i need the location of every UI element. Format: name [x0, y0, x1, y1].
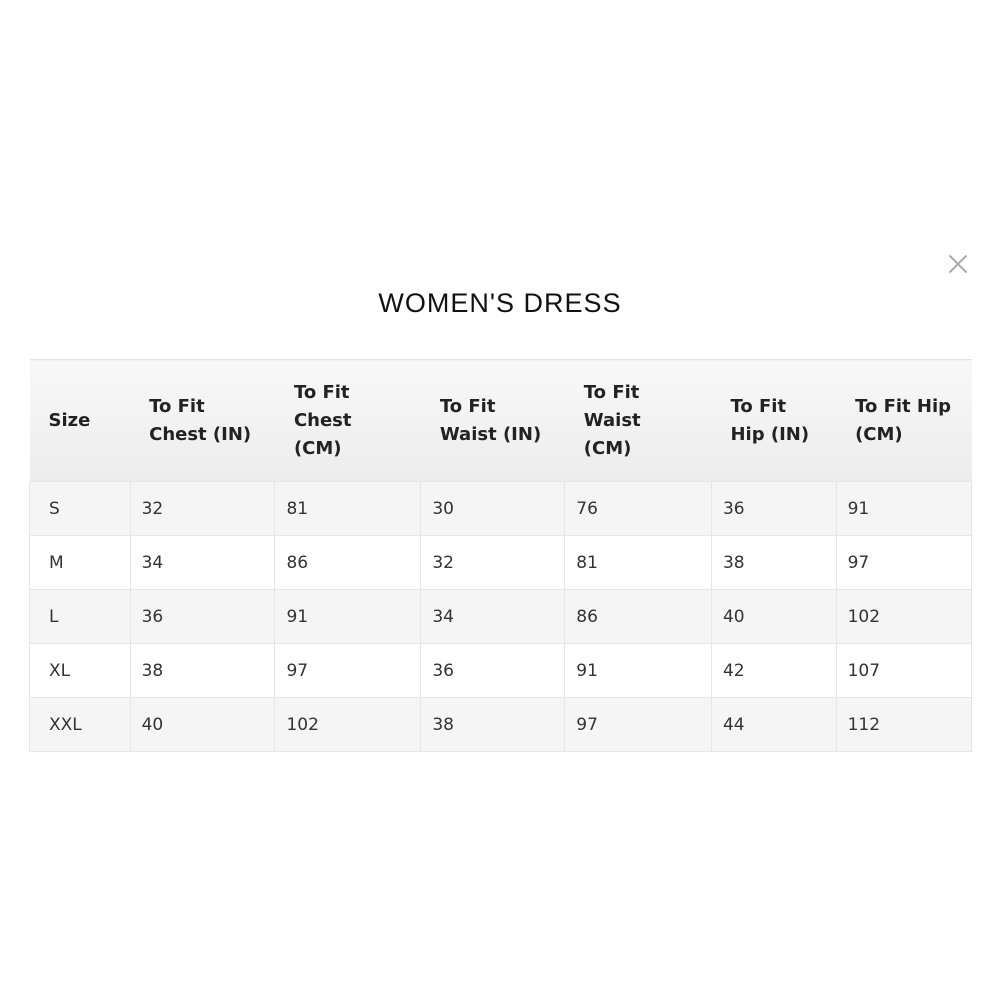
table-cell: 86: [274, 535, 422, 590]
column-header: To Fit Waist (CM): [564, 359, 712, 482]
table-cell: 36: [710, 481, 837, 536]
table-cell: 91: [564, 643, 712, 698]
table-cell: 97: [835, 535, 973, 590]
table-cell: 107: [835, 643, 973, 698]
table-cell: 102: [835, 589, 973, 644]
table-cell: M: [29, 535, 131, 590]
table-cell: 91: [274, 589, 422, 644]
column-header: To Fit Chest (IN): [130, 359, 275, 482]
table-cell: XXL: [29, 697, 131, 752]
column-header: Size: [29, 359, 131, 482]
table-cell: 97: [274, 643, 422, 698]
table-cell: S: [29, 481, 131, 536]
table-cell: 36: [129, 589, 276, 644]
table-cell: 34: [420, 589, 566, 644]
table-row: XXL 40 102 38 97 44 112: [29, 697, 973, 752]
table-cell: 34: [129, 535, 276, 590]
table-cell: 38: [129, 643, 276, 698]
table-cell: 81: [564, 535, 712, 590]
page-title: WOMEN'S DRESS: [378, 288, 622, 318]
table-cell: 97: [564, 697, 712, 752]
table-cell: 30: [420, 481, 566, 536]
column-header: To Fit Hip (CM): [836, 359, 972, 482]
table-cell: 36: [420, 643, 566, 698]
table-cell: 76: [564, 481, 712, 536]
table-cell: 91: [835, 481, 973, 536]
table-header-row: Size To Fit Chest (IN) To Fit Chest (CM) To…: [29, 359, 972, 482]
table-cell: 32: [420, 535, 566, 590]
table-cell: 44: [710, 697, 837, 752]
table-row: M 34 86 32 81 38 97: [29, 535, 973, 590]
table-cell: 112: [835, 697, 973, 752]
table-cell: 38: [420, 697, 566, 752]
table-cell: 86: [564, 589, 712, 644]
table-cell: 40: [129, 697, 276, 752]
table-cell: XL: [29, 643, 131, 698]
column-header: To Fit Hip (IN): [711, 359, 837, 482]
table-cell: 102: [274, 697, 422, 752]
column-header: To Fit Waist (IN): [420, 359, 565, 482]
size-chart-table: Size To Fit Chest (IN) To Fit Chest (CM) To…: [29, 359, 973, 752]
table-row: S 32 81 30 76 36 91: [29, 481, 973, 536]
table-cell: 81: [274, 481, 422, 536]
table-cell: 40: [710, 589, 837, 644]
table-cell: 38: [710, 535, 837, 590]
column-header: To Fit Chest (CM): [274, 359, 421, 482]
table-cell: L: [29, 589, 131, 644]
table-row: L 36 91 34 86 40 102: [29, 589, 973, 644]
table-row: XL 38 97 36 91 42 107: [29, 643, 973, 698]
table-cell: 42: [710, 643, 837, 698]
close-icon[interactable]: [944, 250, 972, 278]
table-cell: 32: [129, 481, 276, 536]
